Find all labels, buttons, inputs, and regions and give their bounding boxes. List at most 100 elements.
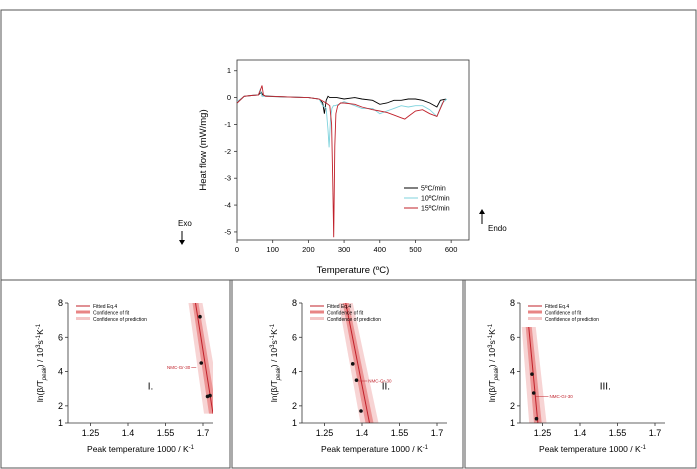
legend-label-fit: Confidence of fit — [93, 311, 130, 317]
y-tick-label: 8 — [292, 298, 297, 308]
dsc-y-tick-label: 0 — [227, 93, 231, 102]
x-tick-label: 1.55 — [609, 428, 627, 438]
dsc-x-tick-label: 0 — [235, 245, 239, 254]
fitted-line — [345, 303, 370, 423]
y-tick-label: 1 — [292, 418, 297, 428]
dsc-x-axis-label: Temperature (ºC) — [317, 265, 390, 276]
y-tick-label: 4 — [292, 367, 297, 377]
x-tick-label: 1.4 — [122, 428, 135, 438]
y-tick-label: 2 — [292, 401, 297, 411]
confidence-bands — [521, 326, 547, 423]
y-tick-label: 4 — [58, 367, 63, 377]
x-tick-label: 1.25 — [82, 428, 100, 438]
dsc-x-tick-label: 200 — [302, 245, 315, 254]
dsc-x-ticks: 0 100 200 300 400 500 600 — [235, 240, 457, 254]
data-point — [199, 361, 204, 365]
data-point — [534, 416, 539, 421]
legend-label-5c: 5ºC/min — [421, 186, 446, 193]
endo-arrowhead-icon — [479, 209, 485, 214]
legend-swatch-fit — [528, 310, 542, 314]
data-point — [354, 378, 359, 382]
x-tick-label: 1.4 — [356, 428, 369, 438]
y-axis-label: ln(β/Tpeak) / 103s-1K-1 — [487, 323, 500, 402]
dsc-y-ticks: 1 0 -1 -2 -3 -4 -5 — [224, 66, 237, 236]
dsc-y-tick-label: -1 — [224, 120, 231, 129]
x-tick-label: 1.7 — [431, 428, 444, 438]
dsc-y-tick-label: 1 — [227, 66, 231, 75]
legend-label-fitted: Fitted Eq.4 — [93, 304, 117, 310]
dsc-series-lines — [236, 85, 448, 238]
data-point — [530, 372, 534, 376]
top-panel-border — [0, 9, 697, 281]
legend-swatch-fit — [310, 310, 324, 314]
data-point — [350, 362, 355, 366]
legend-swatch-prediction — [76, 317, 90, 320]
x-tick-label: 1.7 — [649, 428, 662, 438]
dsc-y-axis-label: Heat flow (mW/mg) — [198, 109, 209, 190]
x-tick-label: 1.4 — [574, 428, 587, 438]
panel-label: II. — [382, 381, 390, 392]
x-tick-label: 1.55 — [391, 428, 409, 438]
fitted-line — [528, 326, 539, 423]
y-tick-label: 6 — [58, 332, 63, 342]
dsc-y-tick-label: -3 — [224, 174, 231, 183]
legend-label-prediction: Confidence of prediction — [327, 317, 381, 323]
data-point — [208, 393, 212, 398]
legend-label-10c: 10ºC/min — [421, 196, 450, 203]
dsc-x-tick-label: 400 — [374, 245, 387, 254]
data-point — [359, 409, 363, 413]
y-tick-label: 1 — [510, 418, 515, 428]
dsc-series-line-2 — [236, 85, 445, 238]
dsc-x-tick-label: 100 — [266, 245, 279, 254]
dsc-y-tick-label: -5 — [224, 227, 231, 236]
y-tick-label: 8 — [510, 298, 515, 308]
legend-label-15c: 15ºC/min — [421, 206, 450, 213]
endo-indicator: Endo — [479, 209, 507, 233]
legend-swatch-prediction — [528, 317, 542, 320]
dsc-chart: 0 100 200 300 400 500 600 1 0 -1 -2 -3 -4 -5 Tempera… — [178, 59, 507, 276]
x-axis-label: Peak temperature 1000 / K-1 — [539, 444, 647, 454]
legend-label-fit: Confidence of fit — [327, 311, 364, 317]
x-tick-label: 1.25 — [316, 428, 334, 438]
endo-label: Endo — [488, 224, 507, 233]
data-point — [531, 391, 536, 395]
exo-label: Exo — [178, 219, 192, 228]
x-tick-label: 1.7 — [197, 428, 210, 438]
legend-label-fitted: Fitted Eq.4 — [327, 304, 351, 310]
exo-indicator: Exo — [178, 219, 192, 245]
confidence-bands — [188, 303, 213, 414]
y-axis-label: ln(β/Tpeak) / 103s-1K-1 — [35, 323, 48, 402]
dsc-y-tick-label: -4 — [224, 201, 231, 210]
legend-swatch-prediction — [310, 317, 324, 320]
dsc-legend: 5ºC/min 10ºC/min 15ºC/min — [404, 186, 450, 213]
dsc-plot-area — [236, 59, 470, 241]
y-tick-label: 8 — [58, 298, 63, 308]
legend-label-prediction: Confidence of prediction — [93, 317, 147, 323]
data-point — [198, 314, 202, 319]
y-tick-label: 2 — [58, 401, 63, 411]
dsc-x-tick-label: 300 — [338, 245, 351, 254]
x-tick-label: 1.25 — [534, 428, 552, 438]
panel-iii-border — [464, 279, 697, 469]
panel-label: III. — [600, 381, 611, 392]
y-tick-label: 6 — [292, 332, 297, 342]
dsc-y-tick-label: -2 — [224, 147, 231, 156]
nmc-annotation: NMC-Gr-30 — [550, 394, 574, 399]
y-tick-label: 1 — [58, 418, 63, 428]
legend-label-fit: Confidence of fit — [545, 311, 582, 317]
x-tick-label: 1.55 — [157, 428, 175, 438]
nmc-annotation: NMC-Gr-30 — [167, 365, 191, 370]
dsc-series-line-1 — [236, 88, 448, 148]
y-tick-label: 2 — [510, 401, 515, 411]
x-axis-label: Peak temperature 1000 / K-1 — [87, 444, 195, 454]
confidence-bands — [338, 303, 379, 423]
y-tick-label: 4 — [510, 367, 515, 377]
panel-i-border — [0, 279, 231, 469]
y-tick-label: 6 — [510, 332, 515, 342]
nmc-annotation: NMC-Gr-30 — [368, 379, 392, 384]
dsc-x-tick-label: 600 — [445, 245, 458, 254]
dsc-x-tick-label: 500 — [409, 245, 422, 254]
